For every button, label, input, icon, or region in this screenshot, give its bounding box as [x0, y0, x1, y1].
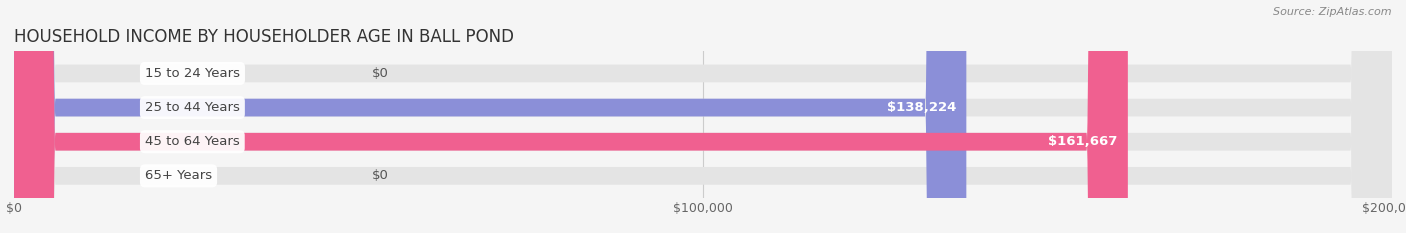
- Text: $0: $0: [373, 169, 389, 182]
- Text: $161,667: $161,667: [1047, 135, 1118, 148]
- FancyBboxPatch shape: [14, 0, 1128, 233]
- Text: 25 to 44 Years: 25 to 44 Years: [145, 101, 240, 114]
- FancyBboxPatch shape: [14, 0, 1392, 233]
- Text: 65+ Years: 65+ Years: [145, 169, 212, 182]
- FancyBboxPatch shape: [14, 0, 1392, 233]
- Text: $0: $0: [373, 67, 389, 80]
- Text: 15 to 24 Years: 15 to 24 Years: [145, 67, 240, 80]
- FancyBboxPatch shape: [14, 0, 966, 233]
- FancyBboxPatch shape: [14, 0, 1392, 233]
- Text: Source: ZipAtlas.com: Source: ZipAtlas.com: [1274, 7, 1392, 17]
- Text: HOUSEHOLD INCOME BY HOUSEHOLDER AGE IN BALL POND: HOUSEHOLD INCOME BY HOUSEHOLDER AGE IN B…: [14, 27, 515, 45]
- FancyBboxPatch shape: [14, 0, 1392, 233]
- Text: 45 to 64 Years: 45 to 64 Years: [145, 135, 239, 148]
- Text: $138,224: $138,224: [887, 101, 956, 114]
